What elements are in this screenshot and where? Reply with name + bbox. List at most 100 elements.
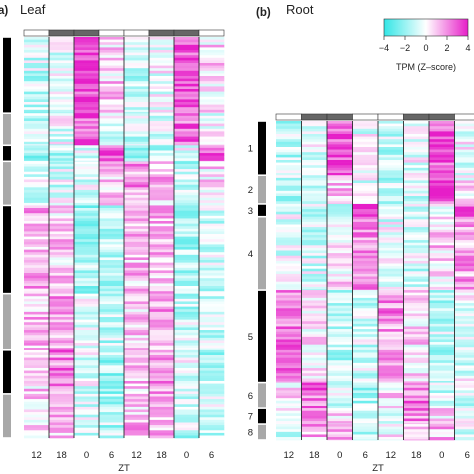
heat-stripe — [352, 131, 379, 135]
heat-cell-cluster1-col4 — [99, 37, 125, 114]
heat-stripe — [301, 390, 328, 394]
heat-stripe — [327, 237, 353, 241]
heat-stripe — [24, 247, 50, 250]
heat-stripe — [99, 275, 125, 279]
heat-stripe — [454, 339, 474, 343]
heat-stripe — [174, 226, 200, 230]
heat-stripe — [99, 412, 125, 415]
heat-stripe — [74, 55, 100, 59]
heat-stripe — [429, 126, 455, 130]
heat-stripe — [454, 418, 474, 422]
heat-stripe — [124, 309, 150, 313]
heat-stripe — [199, 314, 225, 318]
heat-stripe — [429, 357, 455, 361]
heat-stripe — [454, 141, 474, 145]
heat-stripe — [429, 250, 455, 254]
heat-stripe — [276, 136, 302, 140]
heat-stripe — [124, 91, 150, 95]
heat-stripe — [378, 190, 404, 194]
cluster-7-label: 7 — [248, 412, 253, 423]
heat-stripe — [454, 403, 474, 407]
heat-stripe — [24, 388, 50, 392]
heat-stripe — [74, 252, 100, 256]
heat-stripe — [174, 427, 200, 431]
heat-stripe — [124, 221, 150, 224]
heat-stripe — [327, 387, 353, 391]
heat-stripe — [99, 57, 125, 61]
heat-stripe — [403, 216, 430, 220]
heat-stripe — [403, 276, 430, 280]
heat-stripe — [124, 234, 150, 237]
heat-stripe — [49, 150, 75, 154]
heat-stripe — [49, 317, 75, 320]
heat-stripe — [24, 187, 50, 191]
heat-stripe — [403, 423, 430, 425]
heat-stripe — [199, 42, 225, 46]
heat-stripe — [24, 189, 50, 193]
heat-stripe — [403, 232, 430, 236]
heat-stripe — [199, 332, 225, 336]
heat-stripe — [149, 215, 175, 219]
heat-stripe — [74, 357, 100, 361]
legend-tick-label: 2 — [444, 43, 449, 53]
heat-stripe — [276, 221, 302, 225]
heat-stripe — [454, 382, 474, 386]
heat-stripe — [352, 362, 379, 366]
heat-stripe — [199, 388, 225, 392]
heat-stripe — [99, 280, 125, 284]
heat-stripe — [429, 398, 455, 402]
heat-stripe — [24, 113, 50, 117]
heat-stripe — [124, 208, 150, 211]
heat-stripe — [378, 368, 404, 371]
heat-stripe — [74, 171, 100, 175]
heat-stripe — [99, 131, 125, 135]
heat-cell-cluster4-col2 — [301, 216, 328, 291]
heat-cell-cluster4-col7 — [429, 216, 455, 291]
heat-stripe — [327, 121, 353, 124]
x-tick-label: 18 — [309, 450, 320, 461]
heat-stripe — [199, 120, 225, 124]
heat-stripe — [276, 190, 302, 194]
heat-stripe — [429, 342, 455, 345]
heat-stripe — [74, 78, 100, 82]
heat-stripe — [99, 104, 125, 108]
heat-stripe — [99, 107, 125, 111]
heat-stripe — [149, 247, 175, 250]
heat-stripe — [454, 232, 474, 236]
heat-stripe — [429, 403, 455, 407]
heat-stripe — [124, 109, 150, 113]
heat-stripe — [149, 189, 175, 193]
heat-stripe — [429, 305, 455, 309]
heat-stripe — [352, 342, 379, 345]
heat-stripe — [276, 162, 302, 166]
heat-stripe — [378, 431, 404, 435]
heat-stripe — [301, 405, 328, 409]
heat-stripe — [124, 189, 150, 193]
heat-stripe — [199, 223, 225, 227]
heat-stripe — [454, 268, 474, 272]
heat-stripe — [454, 329, 474, 332]
heat-stripe — [454, 439, 474, 441]
heat-stripe — [276, 373, 302, 377]
heat-stripe — [352, 162, 379, 166]
heat-stripe — [403, 286, 430, 290]
heat-stripe — [301, 281, 328, 285]
heat-stripe — [149, 378, 175, 382]
heat-stripe — [99, 123, 125, 127]
heat-stripe — [149, 161, 175, 165]
heat-stripe — [124, 176, 150, 180]
heat-stripe — [174, 83, 200, 87]
heat-stripe — [403, 352, 430, 356]
heat-stripe — [174, 81, 200, 85]
heat-stripe — [174, 286, 200, 289]
heat-stripe — [276, 152, 302, 156]
heat-stripe — [99, 370, 125, 374]
heat-stripe — [301, 398, 328, 402]
heat-stripe — [352, 211, 379, 215]
legend-tick-label: 4 — [465, 43, 470, 53]
heat-stripe — [124, 141, 150, 145]
heat-stripe — [429, 253, 455, 256]
heat-stripe — [301, 121, 328, 124]
heat-stripe — [199, 327, 225, 331]
heat-stripe — [352, 395, 379, 399]
